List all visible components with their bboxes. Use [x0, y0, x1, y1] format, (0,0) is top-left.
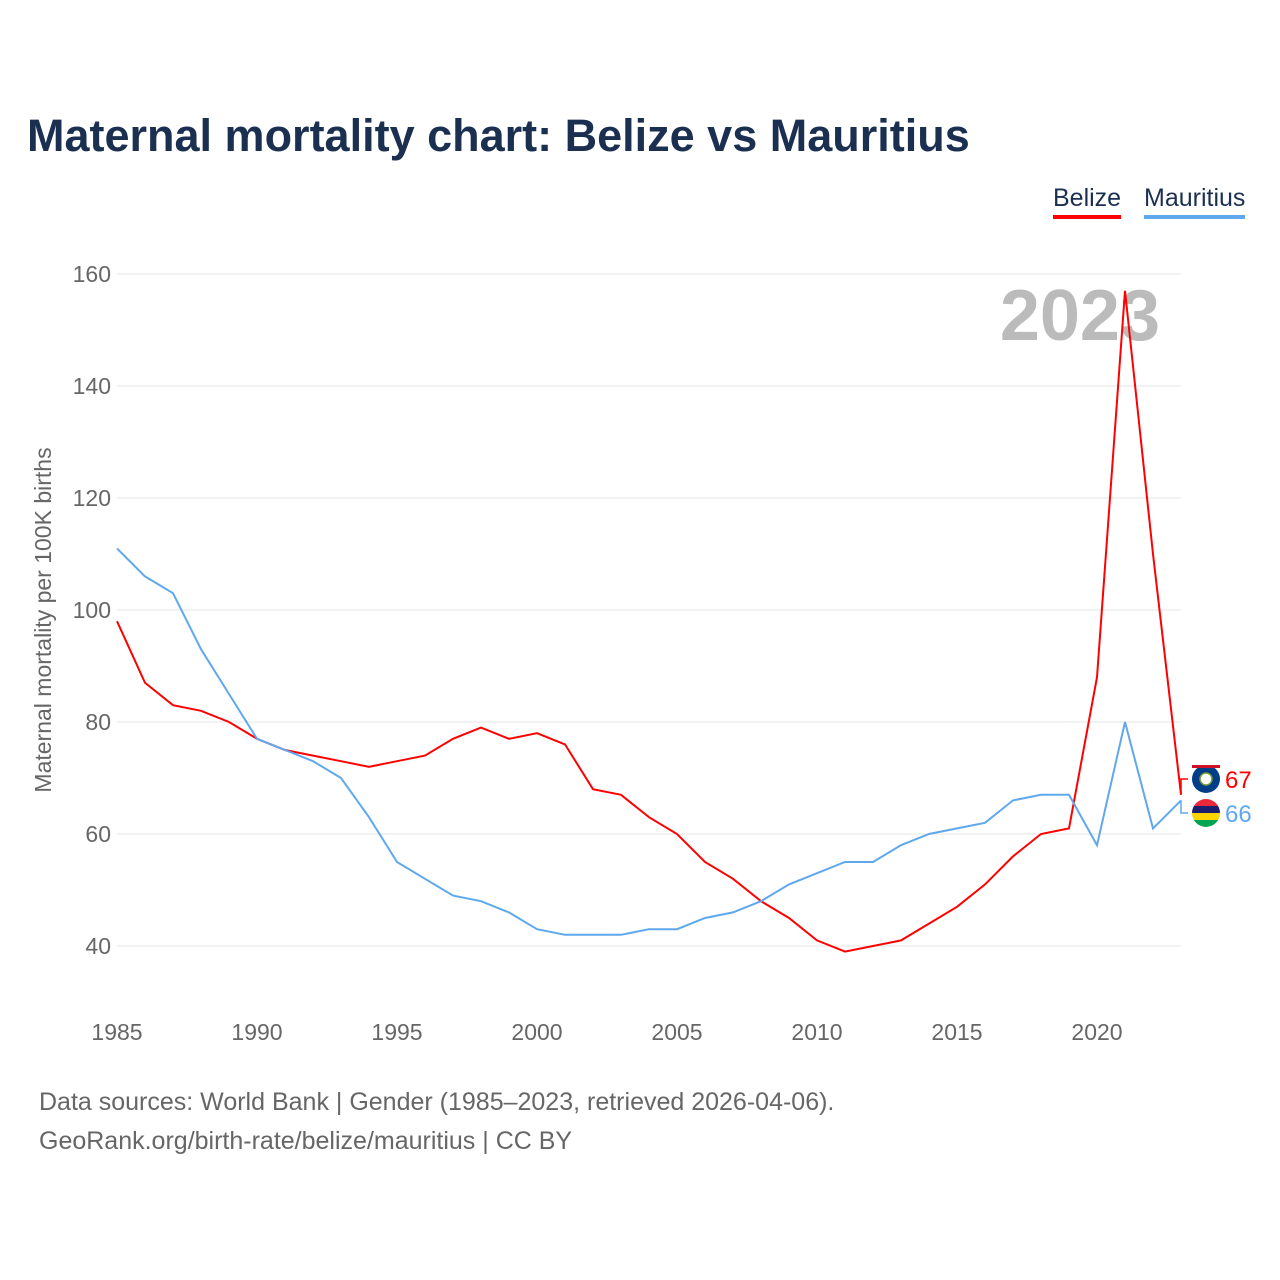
mauritius-flag-icon: [1192, 820, 1220, 827]
series-line-mauritius: [116, 547, 1182, 936]
x-tick-label: 1995: [371, 1019, 422, 1045]
y-tick-label: 140: [73, 373, 111, 399]
legend-mauritius[interactable]: Mauritius: [1144, 184, 1246, 219]
mauritius-flag-icon: [1192, 799, 1220, 806]
y-tick-label: 160: [73, 261, 111, 287]
end-value-label-belize: 67: [1225, 767, 1252, 794]
mauritius-flag-icon: [1192, 813, 1220, 820]
y-tick-label: 100: [73, 597, 111, 623]
x-tick-label: 1985: [91, 1019, 142, 1045]
footer-attribution: GeoRank.org/birth-rate/belize/mauritius …: [39, 1127, 573, 1155]
x-tick-label: 2020: [1071, 1019, 1122, 1045]
end-value-label-mauritius: 66: [1225, 801, 1252, 828]
legend-belize[interactable]: Belize: [1053, 184, 1122, 219]
y-tick-label: 120: [73, 485, 111, 511]
x-tick-label: 2010: [791, 1019, 842, 1045]
x-tick-label: 2005: [651, 1019, 702, 1045]
x-tick-label: 1990: [231, 1019, 282, 1045]
series-line-belize: [116, 290, 1182, 953]
x-tick-label: 2015: [931, 1019, 982, 1045]
belize-flag-emblem: [1199, 772, 1213, 786]
y-axis-label: Maternal mortality per 100K births: [30, 447, 56, 792]
chart-title: Maternal mortality chart: Belize vs Maur…: [27, 110, 970, 161]
mauritius-flag-icon: [1192, 806, 1220, 813]
y-tick-label: 40: [85, 933, 111, 959]
y-tick-label: 60: [85, 821, 111, 847]
year-watermark: 2023: [1000, 276, 1160, 356]
belize-flag-stripe: [1192, 765, 1220, 768]
x-tick-label: 2000: [511, 1019, 562, 1045]
end-connector: [1180, 778, 1188, 795]
end-connector: [1180, 800, 1188, 814]
y-tick-label: 80: [85, 709, 111, 735]
footer-sources: Data sources: World Bank | Gender (1985–…: [39, 1088, 835, 1116]
